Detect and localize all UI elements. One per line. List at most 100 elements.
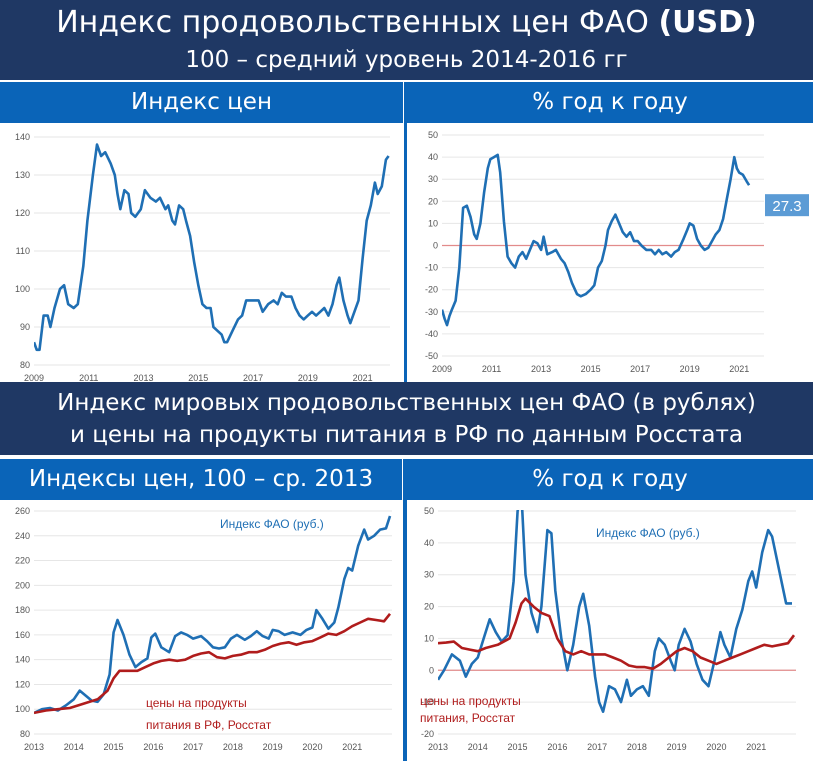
chart-panel-4: -20 -10 0 10 20 30 40 50 2013 2014 2015 2016 2017 201… — [406, 502, 813, 761]
top-title-bold: (USD) — [658, 5, 757, 40]
y-tick-label: 10 — [424, 633, 434, 643]
y-tick-label: -40 — [425, 329, 438, 339]
series-line-fao — [34, 143, 390, 352]
x-tick-label: 2011 — [79, 373, 98, 381]
y-tick-label: 0 — [433, 241, 438, 251]
y-tick-label: 10 — [428, 218, 438, 228]
x-tick-label: 2021 — [746, 742, 766, 752]
top-title-band: Индекс продовольственных цен ФАО (USD) 1… — [0, 0, 813, 80]
x-tick-label: 2015 — [188, 373, 208, 381]
x-tick-label: 2013 — [24, 742, 44, 752]
x-tick-label: 2021 — [342, 742, 362, 752]
x-tick-label: 2019 — [263, 742, 283, 752]
x-tick-label: 2016 — [547, 742, 567, 752]
x-tick-label: 2009 — [432, 364, 452, 374]
y-tick-label: 240 — [15, 531, 30, 541]
y-tick-label: 130 — [15, 170, 30, 180]
callout-box — [765, 194, 809, 217]
y-tick-label: 110 — [16, 246, 30, 256]
annotation-rosstat-line2: питания в РФ, Росстат — [146, 718, 272, 732]
mid-title-line1: Индекс мировых продовольственных цен ФАО… — [57, 390, 756, 416]
y-tick-label: 140 — [15, 132, 30, 142]
y-tick-label: 80 — [20, 360, 30, 370]
y-tick-label: -10 — [425, 263, 438, 273]
x-tick-label: 2019 — [680, 364, 700, 374]
y-tick-label: 50 — [428, 130, 438, 140]
y-tick-label: 0 — [429, 665, 434, 675]
y-tick-label: 40 — [424, 538, 434, 548]
x-tick-label: 2017 — [587, 742, 607, 752]
annotation-fao: Индекс ФАО (руб.) — [220, 517, 324, 531]
chart-panel-2: -50 -40 -30 -20 -10 0 10 20 30 40 50 2009 2011 2013 20… — [406, 125, 813, 381]
x-tick-label: 2019 — [667, 742, 687, 752]
y-tick-label: -10 — [421, 697, 434, 707]
y-tick-label: 100 — [15, 284, 30, 294]
x-tick-label: 2013 — [531, 364, 551, 374]
y-tick-label: 160 — [15, 630, 30, 640]
y-tick-label: -30 — [425, 307, 438, 317]
x-tick-label: 2014 — [468, 742, 488, 752]
series-line-fao — [438, 510, 792, 713]
annotation-rosstat-line1: цены на продукты — [420, 694, 521, 708]
x-tick-label: 2018 — [627, 742, 647, 752]
y-tick-label: -20 — [421, 729, 434, 739]
vertical-divider-top — [404, 82, 407, 382]
x-tick-label: 2017 — [183, 742, 203, 752]
y-tick-label: 180 — [15, 605, 30, 615]
x-tick-label: 2009 — [24, 373, 44, 381]
x-tick-label: 2015 — [508, 742, 528, 752]
x-tick-label: 2015 — [104, 742, 124, 752]
top-title-main: Индекс продовольственных цен ФАО — [56, 5, 659, 40]
x-tick-label: 2013 — [428, 742, 448, 752]
y-tick-label: 50 — [424, 506, 434, 516]
y-tick-label: 120 — [15, 208, 30, 218]
y-tick-label: 140 — [15, 655, 30, 665]
x-tick-label: 2017 — [630, 364, 650, 374]
x-tick-label: 2011 — [482, 364, 501, 374]
x-tick-label: 2021 — [729, 364, 749, 374]
top-title-line1: Индекс продовольственных цен ФАО (USD) — [0, 0, 813, 45]
mid-title-band: Индекс мировых продовольственных цен ФАО… — [0, 382, 813, 455]
chart-panel-3: 80 100 120 140 160 180 200 220 240 260 2013 2014 201… — [0, 502, 404, 761]
callout-value: 27.3 — [772, 198, 801, 215]
series-line-rosstat — [34, 612, 392, 715]
y-tick-label: 40 — [428, 152, 438, 162]
x-tick-label: 2019 — [298, 373, 318, 381]
y-tick-label: 120 — [15, 679, 30, 689]
mid-title-line2: и цены на продукты питания в РФ по данны… — [70, 422, 743, 448]
annotation-rosstat-line2: питания, Росстат — [420, 711, 516, 725]
x-tick-label: 2014 — [64, 742, 84, 752]
y-tick-label: 30 — [424, 570, 434, 580]
y-tick-label: 30 — [428, 174, 438, 184]
y-tick-label: 20 — [424, 602, 434, 612]
x-tick-label: 2016 — [143, 742, 163, 752]
vertical-divider-bottom — [403, 459, 407, 761]
header-yoy-rub: % год к году — [407, 459, 813, 500]
x-tick-label: 2017 — [243, 373, 263, 381]
x-tick-label: 2020 — [706, 742, 726, 752]
header-yoy: % год к году — [407, 82, 813, 123]
x-tick-label: 2013 — [134, 373, 154, 381]
x-tick-label: 2021 — [353, 373, 373, 381]
y-tick-label: 80 — [20, 729, 30, 739]
header-price-index: Индекс цен — [0, 82, 403, 123]
series-line-fao — [442, 153, 751, 327]
y-tick-label: 100 — [15, 704, 30, 714]
chart-panel-1: 80 90 100 110 120 130 140 2009 2011 2013 2015 2017 2… — [0, 125, 404, 381]
y-tick-label: 90 — [20, 322, 30, 332]
x-tick-label: 2018 — [223, 742, 243, 752]
series-line-fao — [34, 515, 392, 715]
series-line-rosstat — [438, 597, 796, 670]
x-tick-label: 2015 — [581, 364, 601, 374]
y-tick-label: 260 — [15, 506, 30, 516]
y-tick-label: -50 — [425, 351, 438, 361]
header-indices-2013: Индексы цен, 100 – ср. 2013 — [0, 459, 402, 500]
y-tick-label: 220 — [15, 556, 30, 566]
annotation-fao: Индекс ФАО (руб.) — [596, 526, 700, 540]
y-tick-label: 200 — [15, 580, 30, 590]
y-tick-label: 20 — [428, 196, 438, 206]
x-tick-label: 2020 — [302, 742, 322, 752]
y-tick-label: -20 — [425, 285, 438, 295]
annotation-rosstat-line1: цены на продукты — [146, 696, 247, 710]
top-title-line2: 100 – средний уровень 2014-2016 гг — [185, 47, 628, 73]
